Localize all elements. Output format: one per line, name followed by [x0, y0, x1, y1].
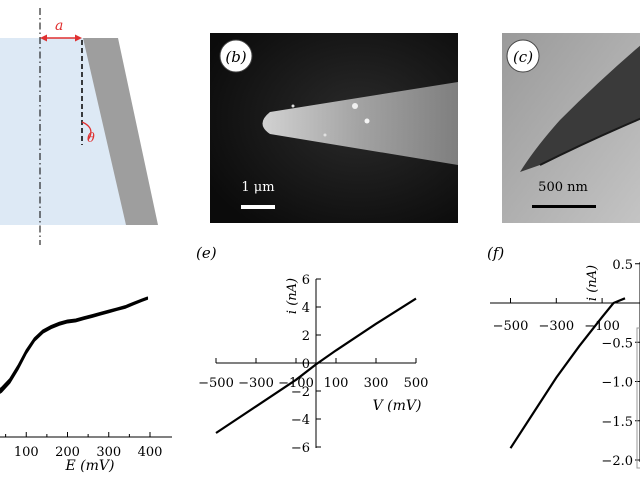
angle-arc [81, 121, 92, 141]
panel-c-label: (c) [513, 48, 533, 66]
x-tick-label: 400 [138, 445, 163, 460]
y-axis-label: i (nA) [285, 278, 300, 314]
tip-edge [539, 117, 640, 166]
panel-f: (f) −500 −300 −100 0.5 −0.5 −1.0 −1.5 −2.0 i (n… [487, 244, 640, 469]
series-line [0, 297, 149, 392]
panel-b-label: (b) [225, 48, 246, 66]
particle [364, 118, 370, 124]
y-tick-label: −4 [291, 413, 310, 428]
series-lines [0, 296, 149, 394]
x-axis-label: V (mV) [373, 398, 422, 414]
particle [291, 104, 295, 108]
x-tick-label: 300 [96, 445, 121, 460]
y-tick-label: −0.5 [601, 336, 633, 351]
series-line [0, 298, 149, 394]
panel-b: (b) 1 μm [210, 33, 458, 223]
y-tick-label: 6 [302, 273, 310, 288]
tip-shape [262, 82, 458, 165]
y-axis-label: i (nA) [585, 265, 600, 301]
series-lines [215, 297, 417, 434]
scale-bar-label: 1 μm [241, 180, 274, 195]
y-tick-label: 4 [302, 301, 310, 316]
y-tick-label: −1.0 [601, 376, 633, 391]
particle [323, 133, 327, 137]
x-tick-label: 100 [14, 445, 39, 460]
tip-shape [520, 45, 640, 172]
x-tick-label: −100 [584, 319, 620, 334]
x-tick-label: −300 [538, 319, 574, 334]
panel-a: a θ [0, 8, 158, 245]
x-tick-label: −500 [493, 319, 529, 334]
gray-pipette-wall [83, 38, 158, 225]
panel-d: 100 200 300 400 E (mV) [0, 296, 172, 474]
ticks: −500 −300 −100 100 300 500 6 4 2 0 −2 −4 −6 [198, 273, 428, 456]
x-tick-label: 300 [364, 376, 389, 391]
x-tick-label: 100 [324, 376, 349, 391]
label-a: a [55, 18, 63, 34]
x-axis-label: E (mV) [65, 458, 115, 474]
series-line [0, 296, 149, 390]
series-line [0, 296, 149, 391]
particle [352, 103, 358, 109]
arrow-head-right [75, 34, 82, 42]
label-theta: θ [87, 131, 95, 146]
series-line [215, 297, 417, 434]
series-line [509, 297, 626, 449]
panel-e-label: (e) [196, 244, 217, 262]
y-tick-label: −2 [291, 385, 310, 400]
y-tick-label: −2.0 [601, 454, 633, 469]
label-circle [506, 39, 540, 73]
ticks: −500 −300 −100 0.5 −0.5 −1.0 −1.5 −2.0 [493, 258, 640, 469]
y-tick-label: 0.5 [612, 258, 633, 273]
scale-bar-label: 500 nm [538, 180, 588, 195]
y-tick-label: 2 [302, 329, 310, 344]
y-tick-label: −1.5 [601, 415, 633, 430]
scale-bar [532, 205, 596, 208]
x-tick-label: −500 [198, 376, 234, 391]
x-tick-label: 500 [404, 376, 429, 391]
x-tick-label: 200 [55, 445, 80, 460]
x-ticks: 100 200 300 400 [5, 432, 163, 460]
inset-frame-edge [636, 327, 640, 469]
panel-f-label: (f) [487, 244, 504, 262]
light-blue-region [0, 38, 128, 225]
x-tick-label: −300 [238, 376, 274, 391]
y-tick-label: −6 [291, 441, 310, 456]
arrow-head-left [40, 34, 47, 42]
x-tick-label: −100 [278, 376, 314, 391]
label-circle [219, 39, 253, 73]
y-tick-label: 0 [302, 357, 310, 372]
series-line [0, 297, 149, 393]
scale-bar [241, 205, 275, 209]
panel-c: (c) 500 nm [502, 33, 640, 223]
panel-e: (e) −500 −300 −100 100 300 500 6 4 2 0 −2 −4 −6 i (n… [196, 244, 428, 456]
series-lines [509, 297, 626, 449]
